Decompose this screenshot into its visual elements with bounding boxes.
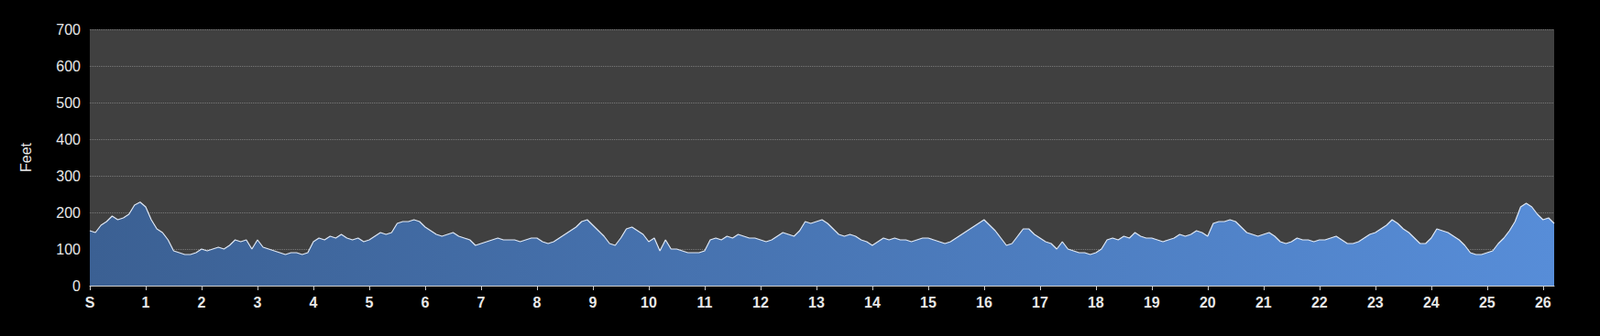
svg-text:9: 9 [588, 295, 597, 311]
svg-text:600: 600 [55, 58, 81, 75]
svg-text:22: 22 [1311, 295, 1328, 311]
svg-text:25: 25 [1479, 295, 1496, 311]
svg-text:5: 5 [365, 295, 374, 311]
svg-text:0: 0 [72, 278, 81, 295]
svg-text:24: 24 [1423, 295, 1440, 311]
svg-text:19: 19 [1143, 295, 1161, 311]
svg-text:500: 500 [55, 95, 81, 111]
svg-text:7: 7 [476, 295, 485, 311]
svg-text:26: 26 [1534, 295, 1552, 311]
svg-text:13: 13 [808, 295, 825, 311]
svg-text:21: 21 [1255, 295, 1272, 311]
svg-text:300: 300 [55, 168, 81, 185]
svg-text:8: 8 [532, 295, 541, 311]
svg-text:400: 400 [55, 131, 81, 148]
svg-text:18: 18 [1087, 295, 1105, 311]
svg-text:Feet: Feet [18, 142, 34, 173]
svg-text:100: 100 [55, 241, 81, 258]
svg-text:10: 10 [640, 295, 658, 311]
svg-text:15: 15 [920, 295, 937, 311]
svg-text:12: 12 [752, 295, 769, 311]
svg-text:11: 11 [696, 295, 713, 311]
svg-text:1: 1 [142, 295, 151, 311]
svg-text:17: 17 [1031, 295, 1049, 311]
svg-text:23: 23 [1367, 295, 1384, 311]
svg-text:3: 3 [253, 295, 263, 311]
svg-text:16: 16 [975, 295, 993, 311]
svg-text:20: 20 [1199, 295, 1217, 311]
svg-text:700: 700 [55, 21, 81, 38]
svg-text:2: 2 [197, 295, 207, 311]
svg-text:200: 200 [55, 205, 81, 221]
svg-text:6: 6 [421, 295, 430, 311]
svg-text:4: 4 [309, 295, 318, 311]
svg-text:14: 14 [864, 295, 881, 311]
svg-text:S: S [85, 295, 96, 311]
